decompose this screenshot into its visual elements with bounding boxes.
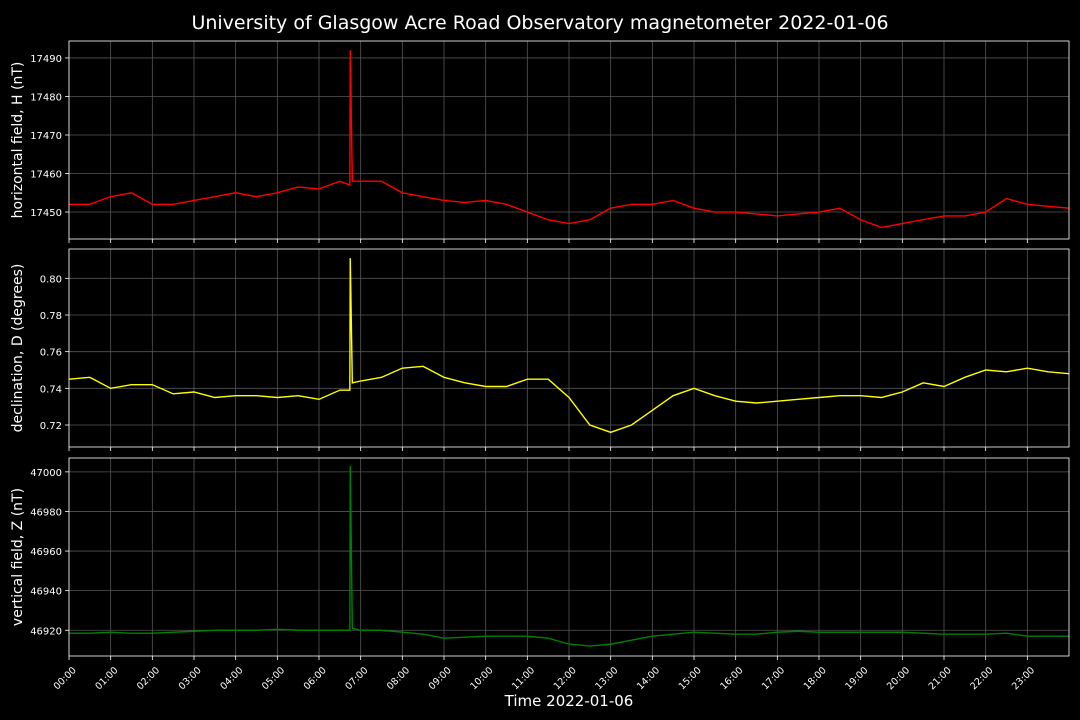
y-tick-label: 0.78 — [40, 311, 62, 322]
y-tick-label: 0.76 — [40, 348, 62, 359]
axes-frame — [68, 248, 1070, 448]
axes-frame — [68, 40, 1070, 240]
figure-title: University of Glasgow Acre Road Observat… — [191, 12, 888, 34]
y-tick-label: 17450 — [30, 208, 62, 219]
y-tick-label: 46940 — [30, 587, 62, 598]
y-axis-label: horizontal field, H (nT) — [10, 62, 26, 219]
y-tick-label: 46980 — [30, 507, 62, 518]
y-tick-label: 47000 — [30, 468, 62, 479]
y-tick-label: 17480 — [30, 92, 62, 103]
data-line — [68, 258, 1070, 434]
y-tick-label: 46920 — [30, 626, 62, 637]
y-tick-label: 46960 — [30, 547, 62, 558]
y-tick-label: 17490 — [30, 54, 62, 65]
axes-frame — [68, 457, 1070, 657]
data-line — [69, 465, 1069, 647]
y-axis-label: declination, D (degrees) — [10, 264, 26, 433]
data-line — [69, 50, 1070, 229]
y-axis-label: vertical field, Z (nT) — [10, 488, 26, 626]
x-axis-label: Time 2022-01-06 — [504, 692, 634, 710]
y-tick-label: 0.72 — [40, 421, 62, 432]
y-tick-label: 17460 — [30, 170, 62, 181]
y-tick-label: 17470 — [30, 131, 62, 142]
y-tick-label: 0.80 — [40, 274, 62, 285]
y-tick-label: 0.74 — [40, 384, 62, 395]
